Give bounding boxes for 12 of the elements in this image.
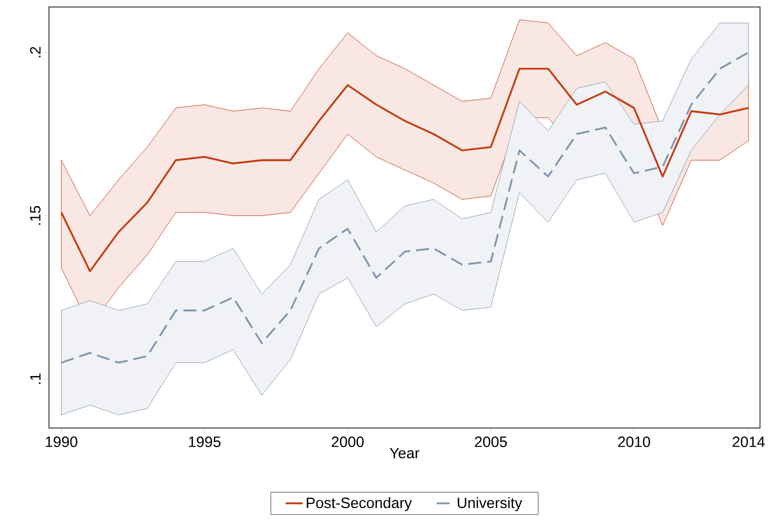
x-axis-title: Year (390, 448, 420, 458)
x-tick-label: 1990 (46, 436, 78, 448)
x-tick-label: 2005 (474, 436, 507, 448)
legend-label: University (458, 497, 522, 512)
y-tick-label: .2 (30, 46, 41, 58)
legend-label: Post-Secondary (306, 497, 412, 512)
x-tick-label: 2010 (618, 436, 650, 448)
y-tick-label: .15 (30, 206, 41, 225)
y-tick-label: .1 (30, 374, 41, 384)
x-tick-label: 1995 (189, 436, 220, 448)
x-tick-label: 2014 (732, 436, 765, 448)
x-tick-label: 2000 (332, 436, 364, 448)
